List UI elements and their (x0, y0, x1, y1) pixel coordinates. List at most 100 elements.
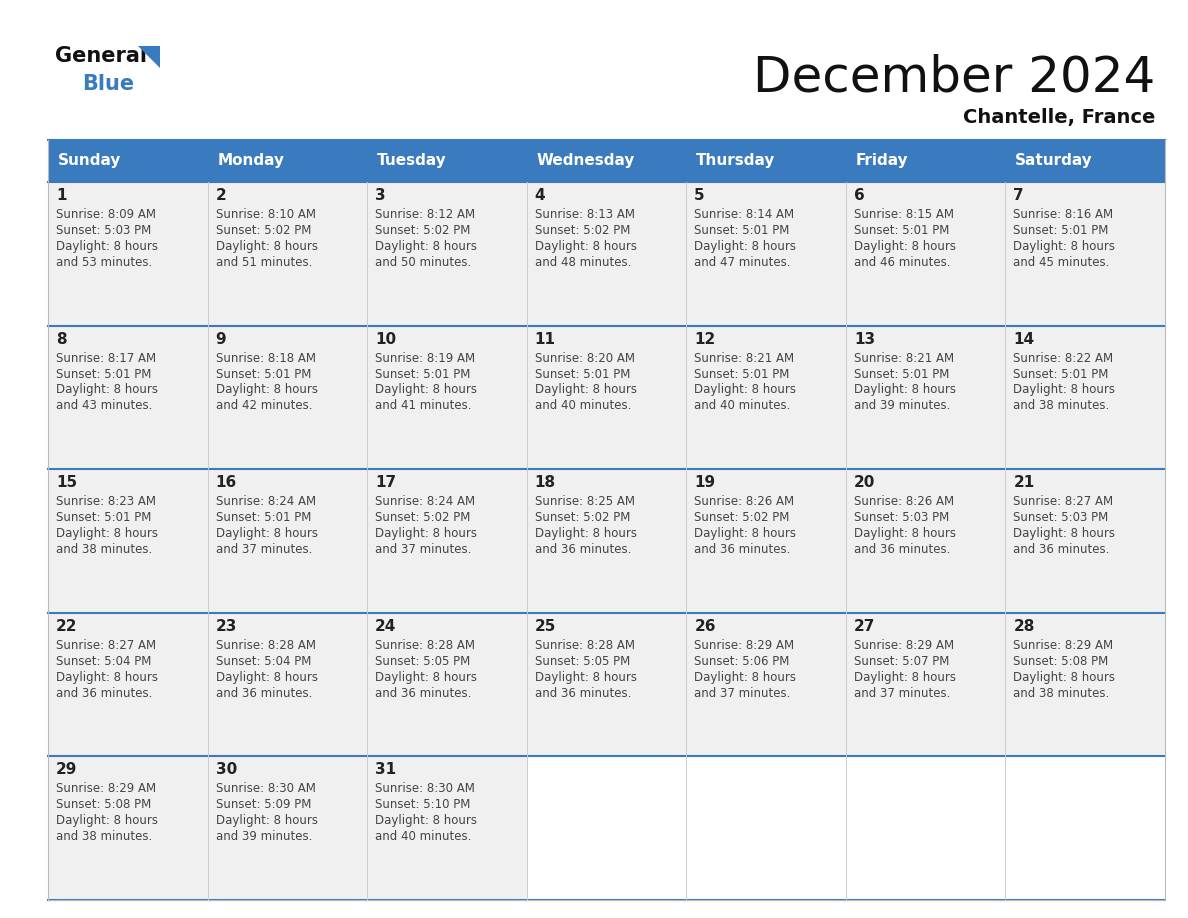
Text: 20: 20 (854, 476, 876, 490)
Bar (48, 756, 208, 900)
Text: Sunrise: 8:10 AM: Sunrise: 8:10 AM (215, 208, 316, 221)
Text: 25: 25 (535, 619, 556, 633)
Text: 10: 10 (375, 331, 397, 347)
Text: Daylight: 8 hours: Daylight: 8 hours (1013, 671, 1116, 684)
Text: Sunrise: 8:26 AM: Sunrise: 8:26 AM (854, 495, 954, 509)
Text: and 42 minutes.: and 42 minutes. (215, 399, 312, 412)
Bar (48, 182, 208, 326)
Text: Sunrise: 8:30 AM: Sunrise: 8:30 AM (375, 782, 475, 795)
Text: Sunset: 5:01 PM: Sunset: 5:01 PM (535, 367, 630, 381)
Text: 15: 15 (56, 476, 77, 490)
Text: Sunrise: 8:29 AM: Sunrise: 8:29 AM (854, 639, 954, 652)
Text: 14: 14 (1013, 331, 1035, 347)
Text: and 48 minutes.: and 48 minutes. (535, 256, 631, 269)
Text: Monday: Monday (217, 153, 284, 169)
Text: Sunset: 5:03 PM: Sunset: 5:03 PM (854, 511, 949, 524)
Text: and 53 minutes.: and 53 minutes. (56, 256, 152, 269)
Text: Daylight: 8 hours: Daylight: 8 hours (56, 240, 158, 252)
Text: Daylight: 8 hours: Daylight: 8 hours (694, 527, 796, 540)
Text: Sunset: 5:01 PM: Sunset: 5:01 PM (694, 224, 790, 237)
Text: Sunset: 5:02 PM: Sunset: 5:02 PM (694, 511, 790, 524)
Text: Sunrise: 8:29 AM: Sunrise: 8:29 AM (1013, 639, 1113, 652)
Text: December 2024: December 2024 (753, 53, 1155, 101)
Text: Sunrise: 8:22 AM: Sunrise: 8:22 AM (1013, 352, 1113, 364)
Bar (367, 469, 526, 613)
Bar (208, 326, 367, 469)
Text: and 41 minutes.: and 41 minutes. (375, 399, 472, 412)
Text: and 37 minutes.: and 37 minutes. (694, 687, 791, 700)
Text: Sunset: 5:04 PM: Sunset: 5:04 PM (56, 655, 151, 667)
Text: Sunrise: 8:27 AM: Sunrise: 8:27 AM (56, 639, 156, 652)
Bar (846, 469, 1005, 613)
Text: Sunset: 5:01 PM: Sunset: 5:01 PM (215, 367, 311, 381)
Text: 17: 17 (375, 476, 397, 490)
Text: Sunset: 5:01 PM: Sunset: 5:01 PM (375, 367, 470, 381)
Text: 30: 30 (215, 763, 236, 778)
Bar (846, 140, 1005, 182)
Text: General: General (55, 46, 147, 66)
Text: Sunset: 5:02 PM: Sunset: 5:02 PM (375, 224, 470, 237)
Text: and 37 minutes.: and 37 minutes. (215, 543, 312, 556)
Text: Sunset: 5:01 PM: Sunset: 5:01 PM (215, 511, 311, 524)
Text: Daylight: 8 hours: Daylight: 8 hours (694, 384, 796, 397)
Text: Daylight: 8 hours: Daylight: 8 hours (1013, 527, 1116, 540)
Text: Sunset: 5:04 PM: Sunset: 5:04 PM (215, 655, 311, 667)
Text: Sunset: 5:01 PM: Sunset: 5:01 PM (854, 367, 949, 381)
Bar (208, 469, 367, 613)
Text: Sunset: 5:08 PM: Sunset: 5:08 PM (1013, 655, 1108, 667)
Text: 4: 4 (535, 188, 545, 203)
Text: and 36 minutes.: and 36 minutes. (215, 687, 312, 700)
Text: and 36 minutes.: and 36 minutes. (375, 687, 472, 700)
Text: Thursday: Thursday (696, 153, 776, 169)
Text: Daylight: 8 hours: Daylight: 8 hours (56, 671, 158, 684)
Bar (208, 756, 367, 900)
Text: Daylight: 8 hours: Daylight: 8 hours (375, 814, 478, 827)
Text: and 40 minutes.: and 40 minutes. (694, 399, 791, 412)
Text: 3: 3 (375, 188, 386, 203)
Text: and 36 minutes.: and 36 minutes. (56, 687, 152, 700)
Text: Daylight: 8 hours: Daylight: 8 hours (535, 240, 637, 252)
Text: Daylight: 8 hours: Daylight: 8 hours (1013, 240, 1116, 252)
Text: Daylight: 8 hours: Daylight: 8 hours (215, 384, 317, 397)
Text: Sunrise: 8:16 AM: Sunrise: 8:16 AM (1013, 208, 1113, 221)
Text: Daylight: 8 hours: Daylight: 8 hours (854, 384, 956, 397)
Text: 13: 13 (854, 331, 874, 347)
Text: Sunset: 5:02 PM: Sunset: 5:02 PM (375, 511, 470, 524)
Text: Sunset: 5:01 PM: Sunset: 5:01 PM (1013, 224, 1108, 237)
Text: 19: 19 (694, 476, 715, 490)
Text: 21: 21 (1013, 476, 1035, 490)
Bar (846, 613, 1005, 756)
Bar (526, 469, 687, 613)
Text: and 38 minutes.: and 38 minutes. (56, 830, 152, 844)
Bar (367, 326, 526, 469)
Text: 31: 31 (375, 763, 397, 778)
Text: and 50 minutes.: and 50 minutes. (375, 256, 472, 269)
Text: Sunset: 5:01 PM: Sunset: 5:01 PM (56, 511, 151, 524)
Bar (367, 182, 526, 326)
Bar (48, 326, 208, 469)
Bar (526, 182, 687, 326)
Text: Daylight: 8 hours: Daylight: 8 hours (215, 671, 317, 684)
Text: 12: 12 (694, 331, 715, 347)
Text: 26: 26 (694, 619, 715, 633)
Text: Daylight: 8 hours: Daylight: 8 hours (535, 671, 637, 684)
Bar (1005, 326, 1165, 469)
Text: Daylight: 8 hours: Daylight: 8 hours (854, 671, 956, 684)
Text: Sunday: Sunday (57, 153, 121, 169)
Bar (1005, 613, 1165, 756)
Text: and 37 minutes.: and 37 minutes. (375, 543, 472, 556)
Text: Daylight: 8 hours: Daylight: 8 hours (215, 527, 317, 540)
Text: Sunset: 5:05 PM: Sunset: 5:05 PM (535, 655, 630, 667)
Text: and 36 minutes.: and 36 minutes. (535, 543, 631, 556)
Text: and 43 minutes.: and 43 minutes. (56, 399, 152, 412)
Text: and 36 minutes.: and 36 minutes. (1013, 543, 1110, 556)
Bar (687, 182, 846, 326)
Text: Sunset: 5:01 PM: Sunset: 5:01 PM (694, 367, 790, 381)
Text: Wednesday: Wednesday (536, 153, 634, 169)
Text: Sunset: 5:05 PM: Sunset: 5:05 PM (375, 655, 470, 667)
Bar (687, 469, 846, 613)
Text: Sunrise: 8:14 AM: Sunrise: 8:14 AM (694, 208, 795, 221)
Text: Daylight: 8 hours: Daylight: 8 hours (375, 384, 478, 397)
Text: Sunrise: 8:26 AM: Sunrise: 8:26 AM (694, 495, 795, 509)
Text: and 36 minutes.: and 36 minutes. (694, 543, 791, 556)
